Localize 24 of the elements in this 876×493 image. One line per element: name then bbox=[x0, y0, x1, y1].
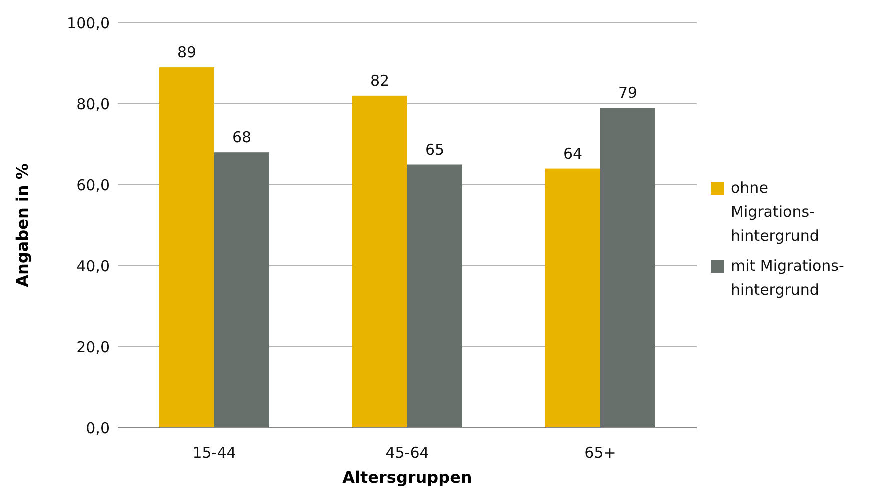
data-label: 79 bbox=[618, 84, 638, 102]
data-label: 82 bbox=[370, 72, 390, 90]
bar bbox=[214, 152, 270, 428]
bar bbox=[600, 108, 656, 428]
data-label: 89 bbox=[177, 44, 197, 62]
data-label: 64 bbox=[563, 144, 583, 163]
bar bbox=[159, 68, 214, 428]
data-label: 65 bbox=[425, 140, 445, 159]
y-tick-label: 20,0 bbox=[76, 338, 110, 356]
x-tick-label: 45-64 bbox=[386, 444, 430, 462]
y-axis-title: Angaben in % bbox=[13, 164, 32, 288]
x-tick-label: 15-44 bbox=[192, 444, 236, 462]
bar bbox=[545, 168, 600, 428]
x-tick-label: 65+ bbox=[584, 444, 616, 462]
y-tick-label: 60,0 bbox=[76, 176, 110, 194]
data-label: 68 bbox=[232, 128, 252, 147]
y-tick-label: 80,0 bbox=[76, 95, 110, 114]
legend-label: mit Migrations-hintergrund bbox=[731, 257, 844, 299]
x-axis-title: Altersgruppen bbox=[342, 468, 472, 487]
y-tick-label: 100,0 bbox=[67, 14, 110, 32]
bar bbox=[408, 164, 463, 428]
y-tick-label: 0,0 bbox=[86, 419, 110, 438]
bar bbox=[352, 96, 408, 428]
y-tick-label: 40,0 bbox=[76, 257, 110, 276]
